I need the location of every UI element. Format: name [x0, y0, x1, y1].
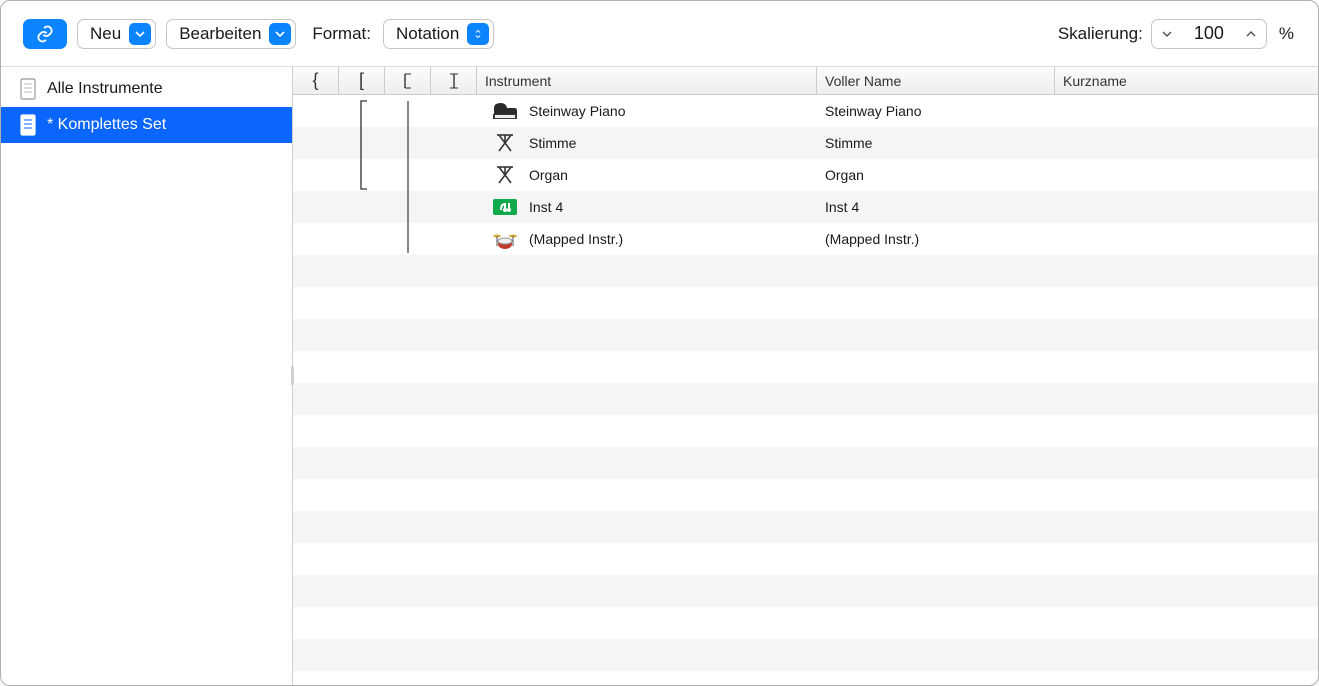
table-row[interactable]: Organ Organ [293, 159, 1318, 191]
cell-instrument[interactable]: (Mapped Instr.) [477, 228, 817, 250]
instrument-name: Steinway Piano [529, 103, 626, 119]
scale-decrement[interactable] [1152, 20, 1182, 48]
chevron-down-icon [269, 23, 291, 45]
sidebar-item-1[interactable]: * Komplettes Set [1, 107, 292, 143]
sidebar-item-label: Alle Instrumente [47, 80, 163, 98]
scale-group: Skalierung: 100 % [1052, 19, 1296, 49]
sidebar: Alle Instrumente * Komplettes Set [1, 67, 293, 685]
instrument-table: { [ Instrument Voller Name Kurzname [293, 67, 1318, 685]
document-icon [19, 78, 37, 100]
piano-icon [491, 100, 519, 122]
table-row[interactable]: (Mapped Instr.) (Mapped Instr.) [293, 223, 1318, 255]
table-row-empty [293, 543, 1318, 575]
score-sets-window: Neu Bearbeiten Format: Notation Skalieru… [0, 0, 1319, 686]
instrument-name: Organ [529, 167, 568, 183]
scale-label: Skalierung: [1058, 24, 1143, 44]
bracket-col-header-2[interactable]: [ [339, 67, 385, 94]
stand-icon [491, 164, 519, 186]
chevron-down-icon [129, 23, 151, 45]
scale-value: 100 [1182, 23, 1236, 44]
neu-menu[interactable]: Neu [77, 19, 156, 49]
cell-full-name[interactable]: (Mapped Instr.) [817, 231, 1055, 247]
toolbar: Neu Bearbeiten Format: Notation Skalieru… [1, 1, 1318, 67]
plugin-icon [491, 196, 519, 218]
neu-label: Neu [90, 24, 121, 44]
col-instrument[interactable]: Instrument [477, 67, 817, 94]
table-row[interactable]: Inst 4 Inst 4 [293, 191, 1318, 223]
bracket-col-header-4[interactable] [431, 67, 477, 94]
bracket-col-header-1[interactable]: { [293, 67, 339, 94]
cell-full-name[interactable]: Organ [817, 167, 1055, 183]
table-row-empty [293, 351, 1318, 383]
table-row-empty [293, 575, 1318, 607]
table-row-empty [293, 639, 1318, 671]
sidebar-item-0[interactable]: Alle Instrumente [1, 71, 292, 107]
format-select[interactable]: Notation [383, 19, 494, 49]
table-row-empty [293, 415, 1318, 447]
cell-instrument[interactable]: Stimme [477, 132, 817, 154]
format-value: Notation [396, 24, 459, 44]
cell-instrument[interactable]: Steinway Piano [477, 100, 817, 122]
scale-stepper[interactable]: 100 [1151, 19, 1267, 49]
cell-full-name[interactable]: Steinway Piano [817, 103, 1055, 119]
table-row-empty [293, 255, 1318, 287]
table-row-empty [293, 383, 1318, 415]
col-full-name[interactable]: Voller Name [817, 67, 1055, 94]
table-row-empty [293, 479, 1318, 511]
instrument-name: Stimme [529, 135, 576, 151]
table-body: Steinway Piano Steinway Piano Stimme Sti… [293, 95, 1318, 685]
instrument-name: Inst 4 [529, 199, 563, 215]
table-row[interactable]: Stimme Stimme [293, 127, 1318, 159]
scale-unit: % [1279, 24, 1294, 44]
sidebar-item-label: * Komplettes Set [47, 116, 166, 134]
stand-icon [491, 132, 519, 154]
barline-join-icon [447, 72, 461, 90]
table-row-empty [293, 607, 1318, 639]
cell-full-name[interactable]: Stimme [817, 135, 1055, 151]
table-row-empty [293, 319, 1318, 351]
table-row-empty [293, 287, 1318, 319]
bracket-col-header-3[interactable] [385, 67, 431, 94]
body: Alle Instrumente * Komplettes Set { [ In… [1, 67, 1318, 685]
link-button[interactable] [23, 19, 67, 49]
scale-increment[interactable] [1236, 20, 1266, 48]
instrument-name: (Mapped Instr.) [529, 231, 623, 247]
drums-icon [491, 228, 519, 250]
col-short-name[interactable]: Kurzname [1055, 67, 1318, 94]
barline-icon [401, 72, 415, 90]
document-icon [19, 114, 37, 136]
cell-instrument[interactable]: Organ [477, 164, 817, 186]
updown-icon [467, 23, 489, 45]
column-headers: { [ Instrument Voller Name Kurzname [293, 67, 1318, 95]
table-row-empty [293, 447, 1318, 479]
table-row[interactable]: Steinway Piano Steinway Piano [293, 95, 1318, 127]
cell-instrument[interactable]: Inst 4 [477, 196, 817, 218]
format-label: Format: [312, 24, 371, 44]
cell-full-name[interactable]: Inst 4 [817, 199, 1055, 215]
bearbeiten-menu[interactable]: Bearbeiten [166, 19, 296, 49]
table-row-empty [293, 511, 1318, 543]
bearbeiten-label: Bearbeiten [179, 24, 261, 44]
